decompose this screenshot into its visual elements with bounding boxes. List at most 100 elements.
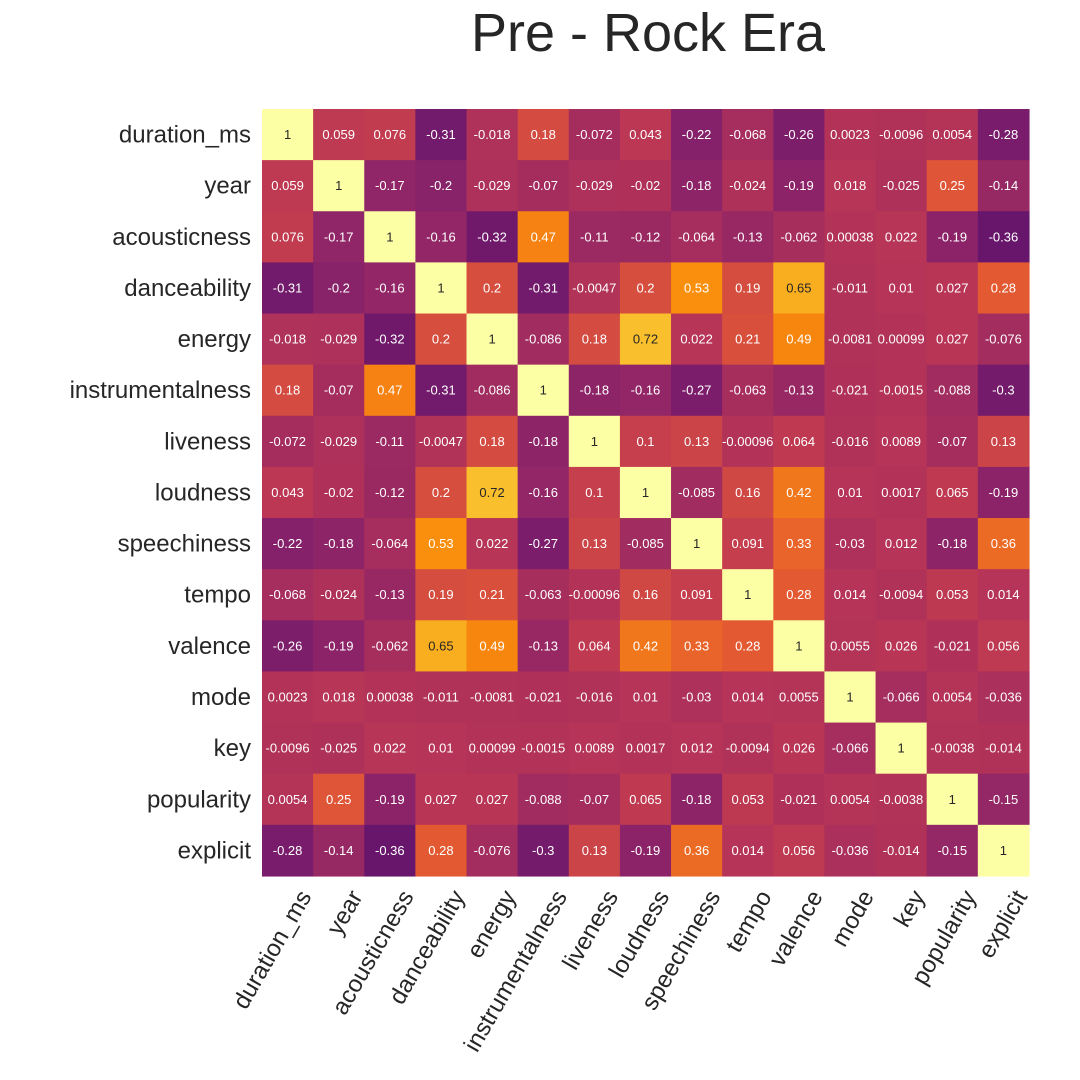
heatmap-value-energy-popularity: 0.027	[936, 332, 969, 347]
heatmap-cell-liveness-tempo	[722, 415, 774, 468]
heatmap-cell-liveness-mode	[824, 415, 877, 468]
heatmap-value-popularity-key: -0.0038	[879, 792, 923, 807]
heatmap-value-valence-explicit: 0.056	[987, 638, 1020, 653]
heatmap-cell-valence-tempo	[722, 620, 774, 673]
heatmap-value-duration_ms-popularity: 0.0054	[932, 127, 972, 142]
heatmap-value-danceability-loudness: 0.2	[636, 280, 654, 295]
heatmap-value-popularity-valence: -0.021	[780, 792, 817, 807]
heatmap-value-liveness-acousticness: -0.11	[375, 434, 404, 449]
heatmap-cell-danceability-danceability	[415, 262, 468, 315]
heatmap-cell-tempo-valence	[773, 569, 826, 621]
heatmap-value-popularity-liveness: -0.07	[580, 792, 610, 807]
y-tick-label-year: year	[204, 173, 251, 200]
heatmap-cell-liveness-instrumentalness	[517, 415, 570, 468]
heatmap-value-mode-duration_ms: 0.0023	[268, 690, 308, 705]
heatmap-value-speechiness-acousticness: -0.064	[371, 536, 408, 551]
heatmap-value-loudness-valence: 0.42	[786, 485, 811, 500]
heatmap-cell-duration_ms-valence	[773, 109, 826, 161]
heatmap-cell-liveness-key	[875, 415, 928, 468]
heatmap-cell-popularity-explicit	[977, 773, 1030, 826]
heatmap-value-explicit-speechiness: 0.36	[684, 843, 709, 858]
heatmap-cell-liveness-year	[313, 415, 365, 468]
heatmap-cell-speechiness-key	[875, 518, 928, 570]
heatmap-cell-instrumentalness-danceability	[415, 364, 468, 417]
heatmap-cell-energy-key	[875, 313, 928, 366]
heatmap-cell-acousticness-energy	[466, 211, 519, 263]
heatmap-cell-explicit-instrumentalness	[517, 824, 570, 877]
heatmap-cell-duration_ms-mode	[824, 109, 877, 161]
heatmap-value-instrumentalness-duration_ms: 0.18	[275, 383, 300, 398]
heatmap-cell-duration_ms-danceability	[415, 109, 468, 161]
heatmap-cell-mode-instrumentalness	[517, 671, 570, 724]
heatmap-cell-tempo-instrumentalness	[517, 569, 570, 621]
heatmap-value-speechiness-explicit: 0.36	[991, 536, 1016, 551]
heatmap-value-instrumentalness-valence: -0.13	[784, 383, 814, 398]
y-tick-label-liveness: liveness	[164, 428, 251, 455]
heatmap-cell-duration_ms-acousticness	[364, 109, 416, 161]
heatmap-value-danceability-tempo: 0.19	[735, 280, 760, 295]
heatmap-cell-key-speechiness	[671, 722, 723, 775]
heatmap-value-energy-acousticness: -0.32	[375, 332, 405, 347]
heatmap-value-year-loudness: -0.02	[631, 178, 661, 193]
heatmap-cell-tempo-liveness	[568, 569, 621, 621]
heatmap-cell-valence-duration_ms	[262, 620, 314, 673]
heatmap-value-loudness-explicit: -0.19	[989, 485, 1019, 500]
heatmap-value-acousticness-danceability: -0.16	[426, 229, 456, 244]
heatmap-cell-energy-speechiness	[671, 313, 723, 366]
heatmap-value-energy-valence: 0.49	[786, 332, 811, 347]
heatmap-value-duration_ms-valence: -0.26	[784, 127, 814, 142]
heatmap-value-liveness-year: -0.029	[320, 434, 357, 449]
heatmap-cell-energy-loudness	[619, 313, 672, 366]
heatmap-cell-speechiness-valence	[773, 518, 826, 570]
heatmap-cell-danceability-instrumentalness	[517, 262, 570, 315]
heatmap-value-acousticness-liveness: -0.11	[580, 229, 609, 244]
heatmap-cell-popularity-liveness	[568, 773, 621, 826]
heatmap-cell-valence-key	[875, 620, 928, 673]
heatmap-cell-energy-acousticness	[364, 313, 416, 366]
heatmap-cell-explicit-energy	[466, 824, 519, 877]
heatmap-value-instrumentalness-explicit: -0.3	[992, 383, 1014, 398]
heatmap-value-valence-energy: 0.49	[479, 638, 504, 653]
heatmap-value-valence-mode: 0.0055	[830, 638, 870, 653]
heatmap-value-speechiness-popularity: -0.18	[937, 536, 967, 551]
heatmap-cell-explicit-mode	[824, 824, 877, 877]
heatmap-cell-loudness-mode	[824, 466, 877, 519]
heatmap-value-popularity-danceability: 0.027	[425, 792, 458, 807]
heatmap-value-duration_ms-acousticness: 0.076	[374, 127, 407, 142]
heatmap-value-speechiness-valence: 0.33	[786, 536, 811, 551]
heatmap-value-loudness-energy: 0.72	[479, 485, 504, 500]
heatmap-cell-year-loudness	[619, 160, 672, 212]
heatmap-value-danceability-valence: 0.65	[786, 280, 811, 295]
y-tick-label-tempo: tempo	[184, 582, 251, 609]
heatmap-cell-popularity-popularity	[926, 773, 979, 826]
heatmap-value-tempo-energy: 0.21	[479, 587, 504, 602]
y-tick-label-loudness: loudness	[155, 479, 251, 506]
heatmap-value-tempo-duration_ms: -0.068	[269, 587, 306, 602]
heatmap-value-acousticness-explicit: -0.36	[989, 229, 1019, 244]
heatmap-cell-speechiness-duration_ms	[262, 518, 314, 570]
heatmap-value-explicit-explicit: 1	[1000, 843, 1007, 858]
heatmap-value-year-key: -0.025	[883, 178, 920, 193]
heatmap-value-tempo-year: -0.024	[320, 587, 357, 602]
x-tick-label-year: year	[322, 886, 369, 940]
heatmap-value-valence-loudness: 0.42	[633, 638, 658, 653]
heatmap-cell-acousticness-duration_ms	[262, 211, 314, 263]
heatmap-value-key-tempo: -0.0094	[726, 741, 770, 756]
heatmap-value-instrumentalness-acousticness: 0.47	[377, 383, 402, 398]
heatmap-cell-liveness-valence	[773, 415, 826, 468]
heatmap-value-danceability-speechiness: 0.53	[684, 280, 709, 295]
heatmap-cell-popularity-speechiness	[671, 773, 723, 826]
heatmap-value-tempo-popularity: 0.053	[936, 587, 969, 602]
heatmap-cell-mode-mode	[824, 671, 877, 724]
x-tick-label-tempo: tempo	[721, 886, 778, 957]
heatmap-cell-valence-liveness	[568, 620, 621, 673]
heatmap-cell-loudness-duration_ms	[262, 466, 314, 519]
heatmap-cell-key-liveness	[568, 722, 621, 775]
heatmap-cell-loudness-year	[313, 466, 365, 519]
heatmap-cell-acousticness-liveness	[568, 211, 621, 263]
heatmap-value-speechiness-energy: 0.022	[476, 536, 509, 551]
heatmap-value-duration_ms-tempo: -0.068	[729, 127, 766, 142]
heatmap-value-acousticness-loudness: -0.12	[631, 229, 661, 244]
heatmap-value-acousticness-mode: 0.00038	[827, 229, 874, 244]
heatmap-value-liveness-speechiness: 0.13	[684, 434, 709, 449]
